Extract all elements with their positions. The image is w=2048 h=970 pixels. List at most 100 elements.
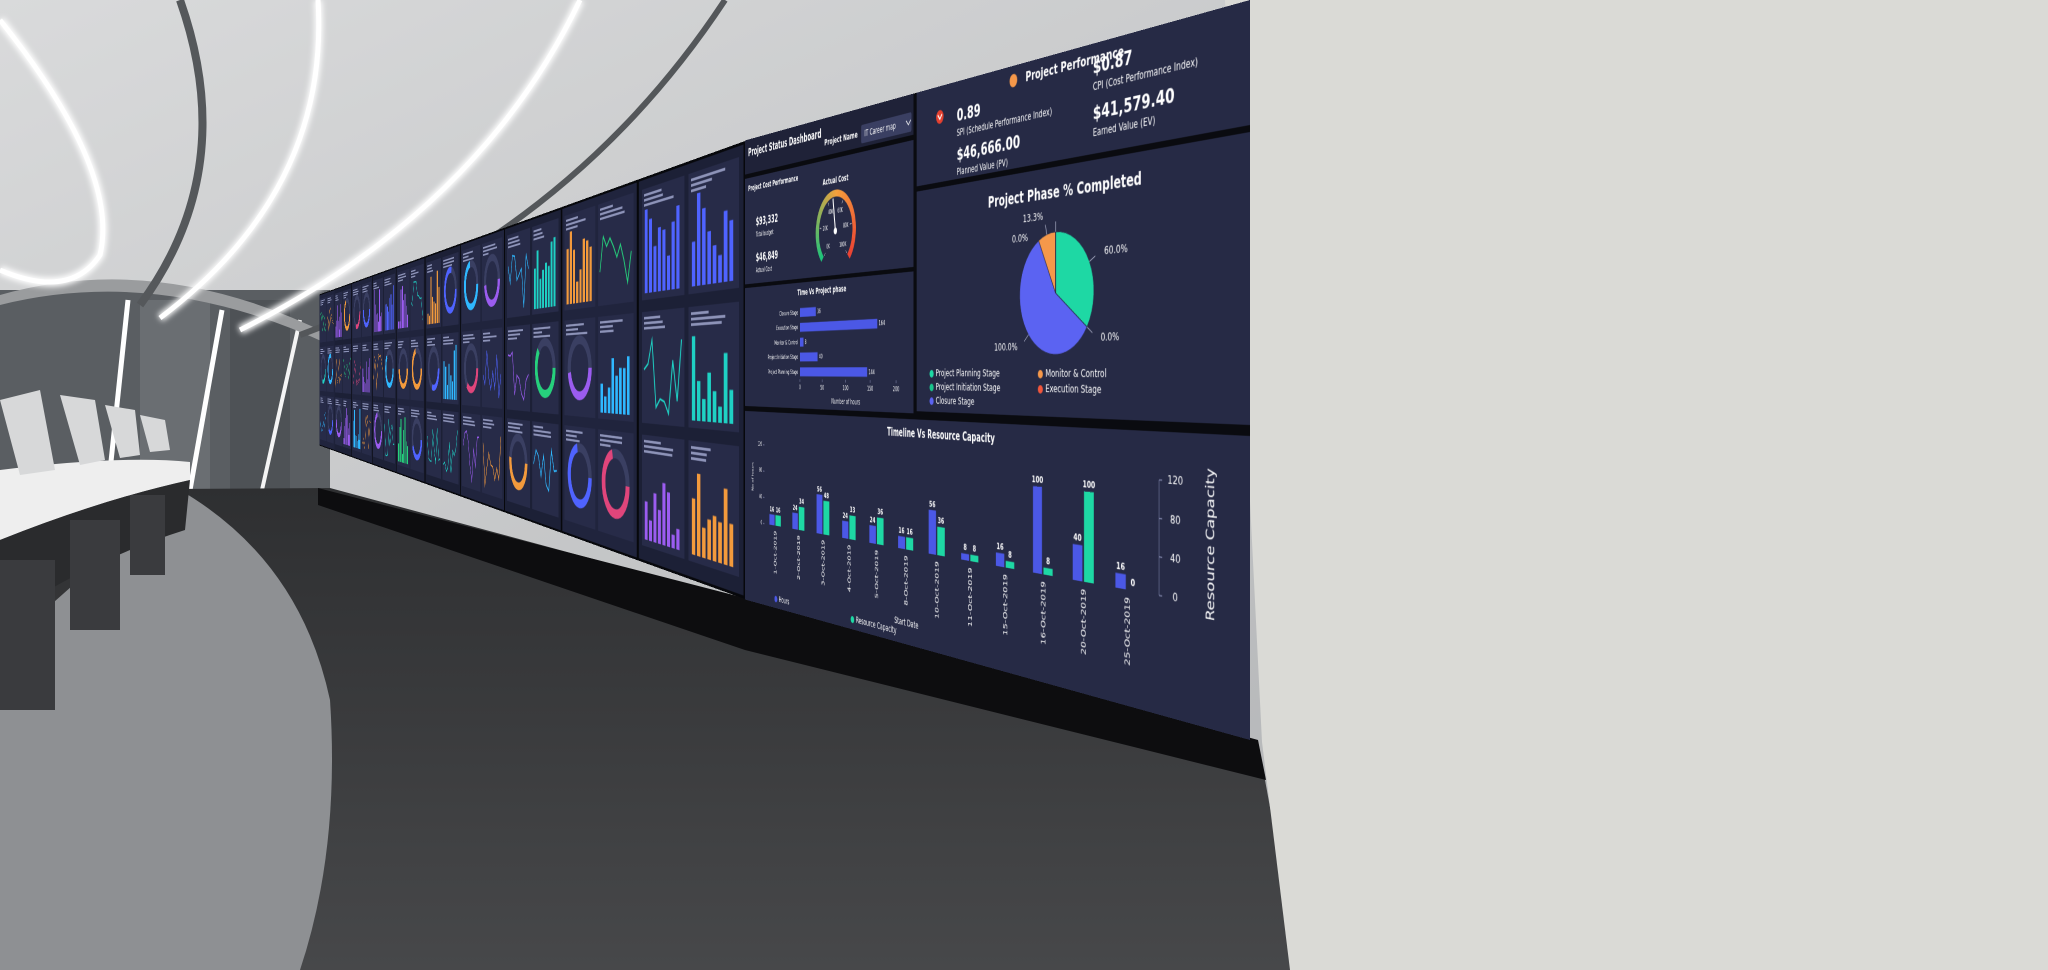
data-label: 56 [929,499,936,509]
widget-bar [392,285,394,330]
widget-bar [404,417,406,464]
gauge-arc [853,238,854,243]
y2-tick-label: 40 [1170,551,1180,567]
gauge-arc [850,205,851,210]
data-label: 0.0% [1101,330,1120,344]
data-label: 13.3% [1023,210,1043,226]
data-label: 100 [1032,474,1044,486]
bar [1115,572,1126,590]
widget-bar [676,204,680,289]
gauge-arc [824,200,826,203]
actual-value: $46,849 [756,248,778,263]
widget-bar [696,192,701,286]
bar [799,337,804,347]
widget-bar [339,316,341,338]
legend-swatch [929,370,934,378]
widget-bar [657,226,661,292]
widget-bar [712,515,717,562]
widget-bar [718,521,722,564]
widget-bar [403,300,405,328]
data-label: 24 [870,515,876,525]
gauge-arc [847,198,849,202]
budget-label: Total budget [755,228,773,239]
legend-label: Project Planning Stage [936,368,1000,380]
widget-bar [611,358,615,414]
widget-bar [365,383,367,393]
y2-tick-label: 0 [1173,591,1178,606]
bar [876,517,884,546]
legend-label: Closure Stage [936,396,975,409]
widget-bar [348,434,350,446]
x-tick-label: 10-Oct-2019 [935,561,941,620]
data-label: 8 [963,542,967,552]
bar [849,515,856,541]
data-label: 8 [805,338,807,345]
widget-bar [349,422,351,447]
widget-bar [450,375,452,400]
x-tick-label: 1-Oct-2019 [774,530,778,575]
y2-tick [1159,595,1162,596]
data-label: 100 [1083,479,1096,491]
widget-bar [729,523,734,568]
gauge-arc [823,203,825,207]
bar [799,352,818,362]
widget-bar [385,303,387,331]
gauge-arc [842,194,844,197]
ceiling-vent [298,0,728,338]
widget-bar [547,265,550,308]
bar [823,500,830,536]
y-tick-label: 40 [759,494,762,500]
wall-panel [230,300,290,490]
widget-bar [729,219,734,282]
bar [799,307,816,318]
widget-bar [401,453,403,463]
bar [1083,491,1094,584]
widget-bar [453,350,455,400]
x-tick-label: 25-Oct-2019 [1124,596,1132,666]
data-label: 16 [899,525,905,535]
gauge-arc [818,219,819,224]
x-tick-label: 200 [893,385,900,393]
widget-bar [446,384,448,400]
bar [1032,486,1042,575]
widget-bar [378,321,379,332]
y2-tick-label: 120 [1167,474,1183,490]
gauge-arc [840,193,842,195]
widget-bar [379,289,380,332]
widget-bar [405,305,407,328]
widget-bar [653,245,657,293]
gauge-arc [853,233,854,238]
widget-bar [553,236,556,307]
data-label: 8 [1008,550,1012,561]
data-label: 60.0% [1104,242,1128,258]
y-tick-label: 80 [759,468,762,474]
desk-cabinet [130,495,165,575]
widget-bar [359,408,361,450]
widget-bar [337,305,338,338]
widget-bar [600,383,603,413]
data-label: 48 [824,491,829,500]
gauge-arc [820,251,821,256]
x-tick-label: 150 [867,385,873,393]
widget-bar [336,320,338,338]
widget-bar [533,268,536,310]
y2-axis-label: Resource Capacity [1204,468,1217,623]
widget-bar [380,316,381,332]
widget-bar [696,473,701,557]
widget-bar [432,296,434,324]
widget [320,296,327,343]
x-tick-label: 15-Oct-2019 [1003,574,1010,637]
bar [928,509,937,555]
dashboard-screen: Project Status Dashboard Project Name IT C… [744,0,1250,740]
bar [937,526,945,557]
widget-bar [368,367,370,393]
widget-bar [550,241,553,307]
widget-bar [407,314,408,328]
monitor-arms [0,390,170,475]
gauge-arc [850,248,852,253]
widget-bar [702,527,706,559]
widget-bar [666,492,671,548]
x-tick-label: 5-Oct-2019 [875,549,880,599]
widget-bar [338,329,340,338]
